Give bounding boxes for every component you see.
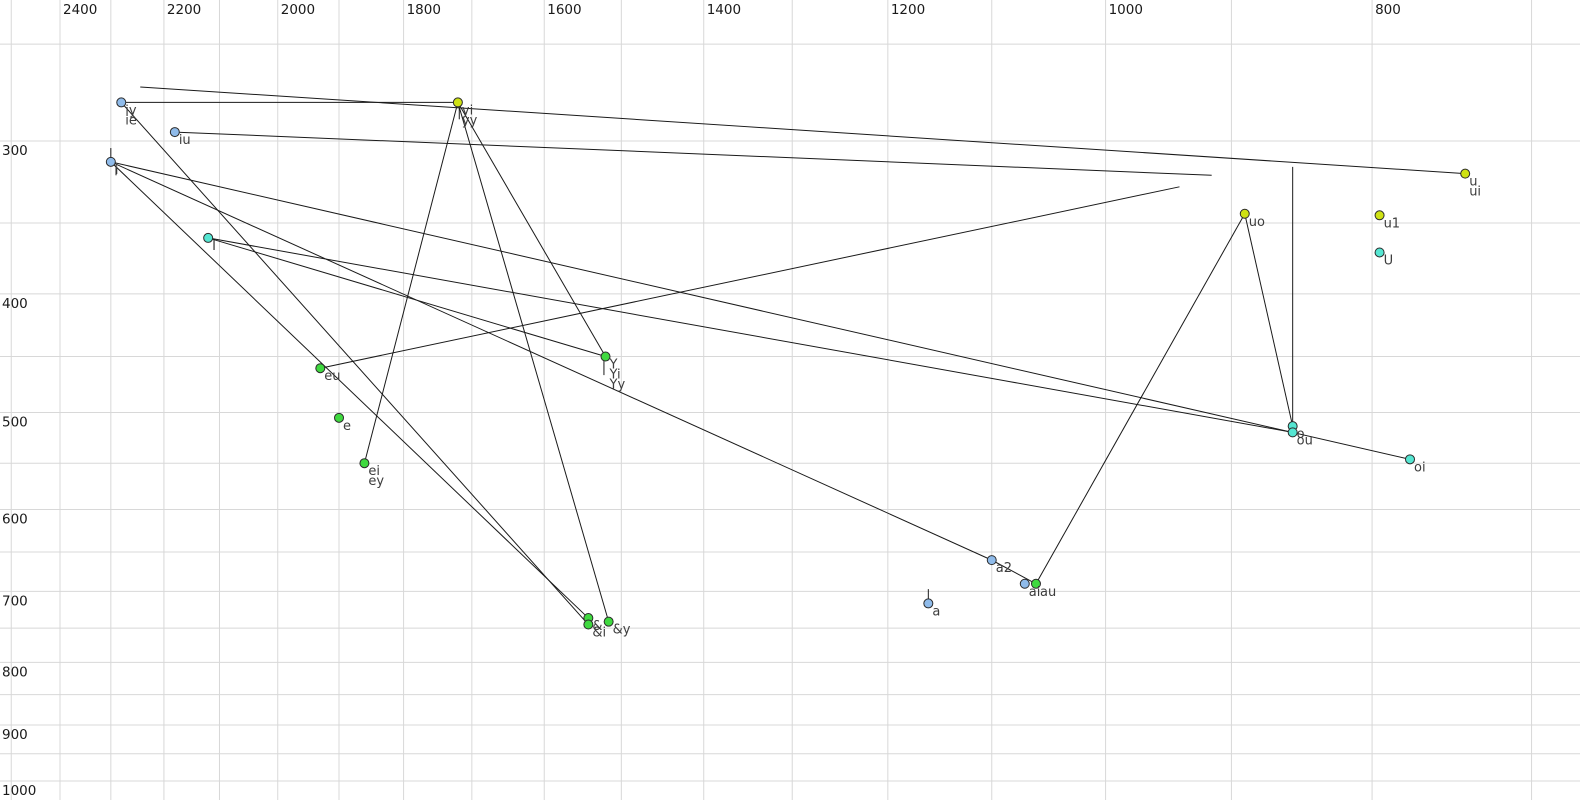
point-label-U: U xyxy=(1384,253,1394,268)
point-label-a2: a2 xyxy=(996,561,1012,576)
data-point-ei[interactable] xyxy=(359,458,370,469)
point-label-yi: yy xyxy=(462,113,478,128)
data-point-oi[interactable] xyxy=(1405,454,1416,465)
data-point-e[interactable] xyxy=(334,412,345,423)
y-axis-tick-label: 600 xyxy=(2,511,28,527)
data-point-ou[interactable] xyxy=(1287,427,1298,438)
y-axis-tick-label: 800 xyxy=(2,664,28,680)
point-label-u: ui xyxy=(1469,185,1481,200)
point-label-u: u xyxy=(1469,175,1477,190)
x-axis-tick-label: 2400 xyxy=(63,2,97,18)
data-point-u[interactable] xyxy=(1460,168,1471,179)
connector-line xyxy=(110,161,1411,460)
point-label-Y: Yy xyxy=(609,378,626,393)
x-axis-tick-label: 1600 xyxy=(547,2,581,18)
data-point-U[interactable] xyxy=(1374,247,1385,258)
connector-line xyxy=(991,559,1037,585)
point-label-yi: yi xyxy=(462,103,473,118)
data-point-yi[interactable] xyxy=(452,97,463,108)
y-axis-tick-label: 700 xyxy=(2,593,28,609)
connector-line xyxy=(174,131,1212,176)
x-axis-tick-label: 800 xyxy=(1375,2,1401,18)
point-label-I: I xyxy=(212,239,216,254)
data-point-&i[interactable] xyxy=(583,619,594,630)
data-point-u1[interactable] xyxy=(1374,210,1385,221)
data-point-I[interactable] xyxy=(203,232,214,243)
point-label-eu: eu xyxy=(324,369,340,384)
point-label-iy: iy xyxy=(125,103,137,118)
x-axis-tick-label: 1000 xyxy=(1109,2,1143,18)
point-label-Y: Yi xyxy=(609,368,621,383)
point-label-ei: ei xyxy=(368,464,380,479)
point-label-o: o xyxy=(1297,427,1305,442)
axis-labels-layer: 2400 2200 2000 1800 1600 1400 1200 1000 800 300 40… xyxy=(2,2,1401,799)
data-point-i[interactable] xyxy=(105,156,116,167)
point-label-uo: uo xyxy=(1249,215,1265,230)
x-axis-tick-label: 2200 xyxy=(167,2,201,18)
point-label-ei: ey xyxy=(368,474,384,489)
y-axis-tick-label: 900 xyxy=(2,727,28,743)
connector-line xyxy=(363,102,459,464)
data-points-layer xyxy=(105,97,1471,630)
connector-line xyxy=(1244,213,1294,427)
connector-lines-layer xyxy=(110,86,1466,625)
connector-line xyxy=(320,186,1180,369)
connector-line xyxy=(208,237,1293,433)
point-label-iu: iu xyxy=(179,133,191,148)
point-label-e: e xyxy=(343,419,351,434)
x-axis-tick-label: 1200 xyxy=(891,2,925,18)
data-point-Y[interactable] xyxy=(600,351,611,362)
point-label-oi: oi xyxy=(1414,460,1426,475)
x-axis-tick-label: 1400 xyxy=(707,2,741,18)
connector-line xyxy=(140,86,1466,175)
y-axis-tick-label: 500 xyxy=(2,415,28,431)
y-axis-tick-label: 1000 xyxy=(2,783,36,799)
point-label-Y: Y xyxy=(609,358,618,373)
data-point-eu[interactable] xyxy=(315,363,326,374)
y-axis-tick-label: 300 xyxy=(2,143,28,159)
data-point-ai[interactable] xyxy=(1019,578,1030,589)
data-point-&y[interactable] xyxy=(603,616,614,627)
connector-line xyxy=(457,102,606,357)
connector-line xyxy=(1035,213,1246,585)
data-point-iy[interactable] xyxy=(116,97,127,108)
point-label-i: i xyxy=(115,163,119,178)
connector-line xyxy=(110,161,589,619)
connector-line xyxy=(120,102,589,625)
x-axis-tick-label: 1800 xyxy=(407,2,441,18)
point-label-a: a xyxy=(932,604,940,619)
point-label-ai: ai xyxy=(1029,585,1041,600)
data-point-au[interactable] xyxy=(1030,578,1041,589)
data-point-a2[interactable] xyxy=(986,555,997,566)
data-point-a[interactable] xyxy=(923,598,934,609)
point-label-iy: ie xyxy=(125,113,137,128)
point-label-u1: u1 xyxy=(1384,216,1401,231)
point-label-&y: &y xyxy=(613,623,631,638)
x-axis-tick-label: 2000 xyxy=(281,2,315,18)
data-point-iu[interactable] xyxy=(169,127,180,138)
point-label-ou: ou xyxy=(1297,433,1313,448)
point-label-&: & xyxy=(592,619,602,634)
connector-line xyxy=(110,161,992,561)
point-label-au: au xyxy=(1040,585,1056,600)
connector-line xyxy=(457,102,610,622)
y-axis-tick-label: 400 xyxy=(2,296,28,312)
data-point-uo[interactable] xyxy=(1239,208,1250,219)
point-label-&i: &i xyxy=(592,626,606,641)
connector-line xyxy=(208,237,606,358)
